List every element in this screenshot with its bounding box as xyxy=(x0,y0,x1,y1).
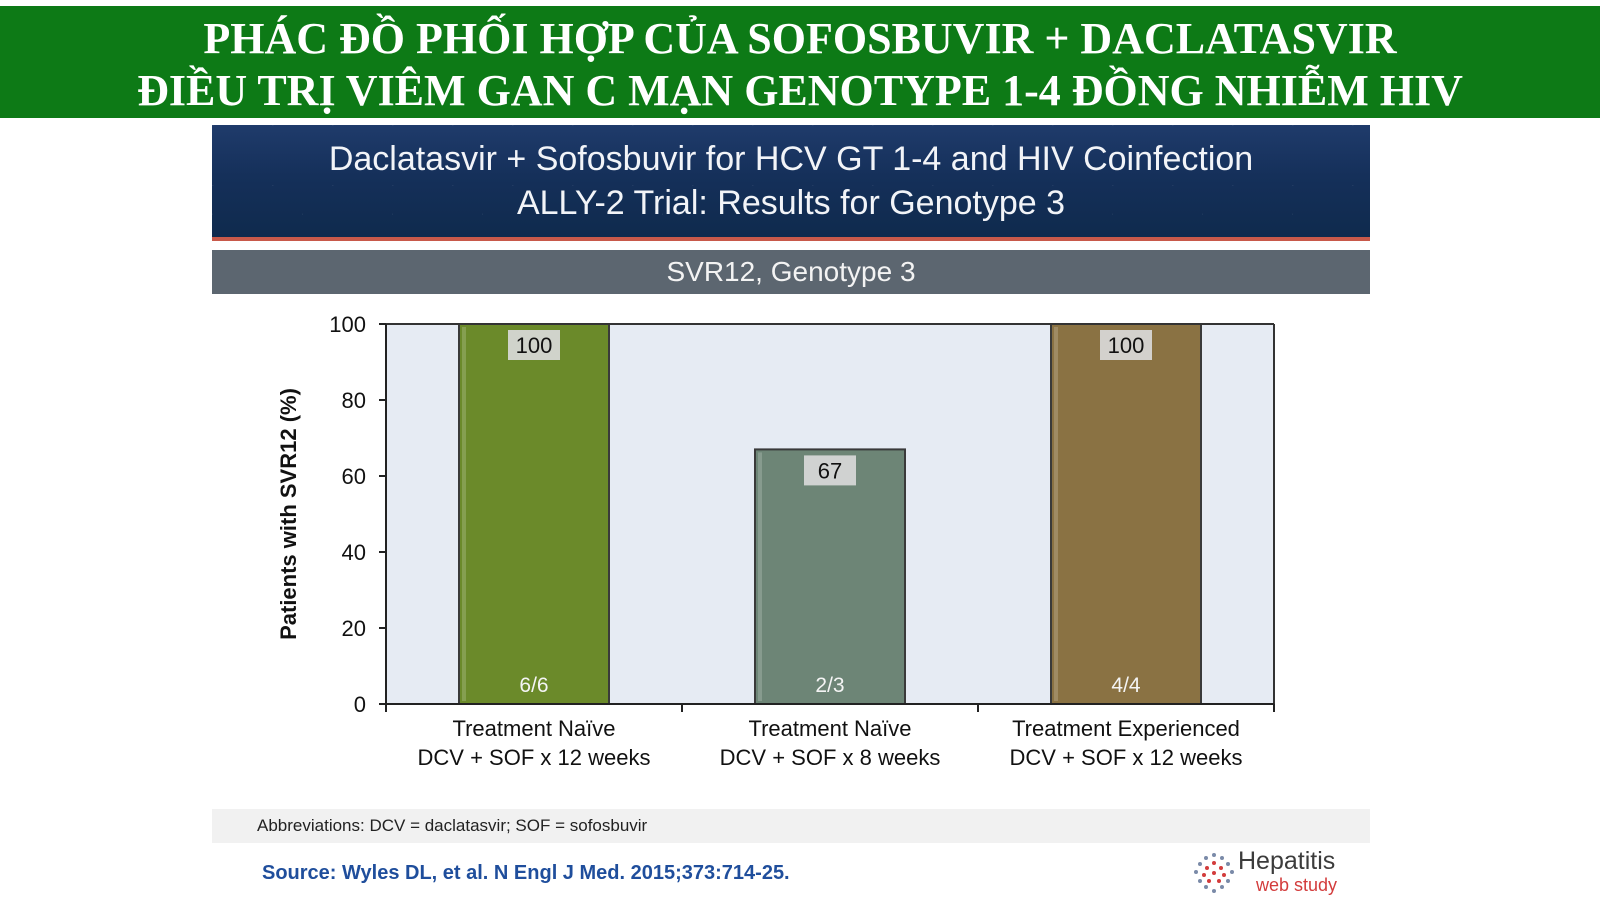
category-label: Treatment Experienced xyxy=(1012,716,1240,741)
slide-header: Daclatasvir + Sofosbuvir for HCV GT 1-4 … xyxy=(212,125,1370,238)
abbreviations-bar: Abbreviations: DCV = daclatasvir; SOF = … xyxy=(212,809,1370,843)
y-tick-label: 40 xyxy=(342,540,366,565)
bar-chart: 0 20 40 60 80 100 Patients with SVR12 (%) 100 6/… xyxy=(276,312,1275,770)
category-label: DCV + SOF x 8 weeks xyxy=(720,745,941,770)
bar xyxy=(458,323,610,705)
title-banner: PHÁC ĐỒ PHỐI HỢP CỦA SOFOSBUVIR + DACLAT… xyxy=(0,6,1600,118)
bar xyxy=(754,448,906,705)
category-label: DCV + SOF x 12 weeks xyxy=(1010,745,1243,770)
banner-title-line1: PHÁC ĐỒ PHỐI HỢP CỦA SOFOSBUVIR + DACLAT… xyxy=(203,14,1397,63)
source-citation: Source: Wyles DL, et al. N Engl J Med. 2… xyxy=(262,862,790,884)
y-tick-label: 80 xyxy=(342,388,366,413)
y-tick-label: 20 xyxy=(342,616,366,641)
chart-area: 0 20 40 60 80 100 Patients with SVR12 (%) 100 6/… xyxy=(212,294,1370,809)
value-label-box xyxy=(804,455,856,486)
y-tick-label: 100 xyxy=(329,312,366,337)
header-pattern xyxy=(212,125,1370,238)
y-tick-label: 0 xyxy=(354,692,366,717)
dot-cluster-icon xyxy=(1194,853,1234,893)
slide-title-line2: ALLY-2 Trial: Results for Genotype 3 xyxy=(516,184,1066,222)
logo-name-line1: Hepatitis xyxy=(1238,847,1336,875)
category-label: DCV + SOF x 12 weeks xyxy=(418,745,651,770)
value-label: 100 xyxy=(1108,333,1145,358)
bar-highlight xyxy=(1054,327,1058,701)
bar-fraction-label: 2/3 xyxy=(815,674,844,697)
chart-subheader: SVR12, Genotype 3 xyxy=(212,250,1370,294)
logo-name-line2: web study xyxy=(1256,875,1338,895)
value-label-box xyxy=(508,330,560,360)
embedded-slide: Daclatasvir + Sofosbuvir for HCV GT 1-4 … xyxy=(212,125,1370,900)
category-label: Treatment Naïve xyxy=(452,716,615,741)
value-label: 100 xyxy=(516,333,553,358)
bar xyxy=(1050,323,1202,705)
banner-title-line2: ĐIỀU TRỊ VIÊM GAN C MẠN GENOTYPE 1-4 ĐỒN… xyxy=(137,66,1463,115)
y-tick-label: 60 xyxy=(342,464,366,489)
category-label: Treatment Naïve xyxy=(748,716,911,741)
value-label-box xyxy=(1100,330,1152,360)
hepatitis-web-study-logo: Hepatitis web study xyxy=(1192,847,1362,897)
bar-fraction-label: 6/6 xyxy=(519,674,548,697)
abbreviations-text: Abbreviations: DCV = daclatasvir; SOF = … xyxy=(257,816,648,835)
value-label: 67 xyxy=(818,458,842,483)
header-divider xyxy=(212,237,1370,241)
bar-fraction-label: 4/4 xyxy=(1111,674,1141,697)
bar-highlight xyxy=(758,452,762,701)
slide-title-line1: Daclatasvir + Sofosbuvir for HCV GT 1-4 … xyxy=(328,140,1254,178)
bar-highlight xyxy=(462,327,466,701)
y-axis-title: Patients with SVR12 (%) xyxy=(276,388,301,640)
